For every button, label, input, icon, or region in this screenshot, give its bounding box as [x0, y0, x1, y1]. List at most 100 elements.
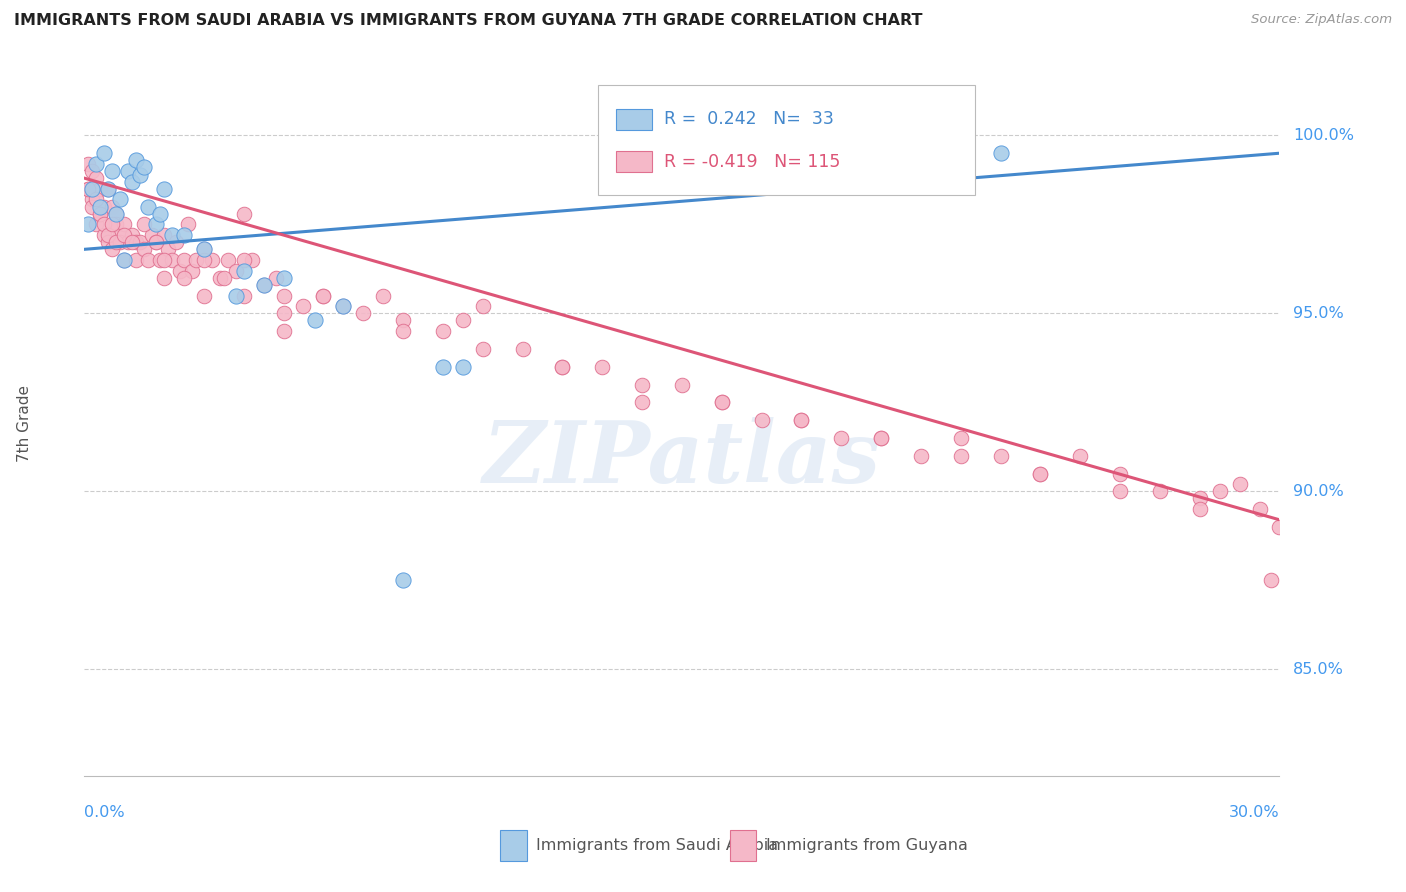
Point: [86, 171, 108, 186]
Point: [149, 252, 172, 267]
Text: Immigrants from Saudi Arabia: Immigrants from Saudi Arabia: [536, 838, 779, 853]
Point: [1109, 484, 1132, 499]
Text: Immigrants from Guyana: Immigrants from Guyana: [766, 838, 967, 853]
Point: [870, 431, 893, 445]
Point: [273, 270, 295, 285]
Point: [332, 299, 354, 313]
Point: [101, 200, 124, 214]
Text: ZIPatlas: ZIPatlas: [482, 417, 882, 500]
Point: [1069, 449, 1091, 463]
Point: [105, 235, 128, 250]
Bar: [730, 830, 756, 861]
Point: [1229, 477, 1251, 491]
Point: [157, 242, 180, 256]
Point: [232, 252, 254, 267]
Point: [710, 395, 733, 409]
Point: [97, 182, 120, 196]
Point: [352, 306, 374, 320]
Point: [551, 359, 574, 374]
Point: [129, 168, 152, 182]
Point: [93, 218, 115, 232]
Point: [121, 175, 143, 189]
Point: [145, 218, 167, 232]
Point: [193, 252, 215, 267]
Point: [273, 288, 295, 302]
Point: [125, 235, 148, 250]
Point: [117, 235, 139, 250]
Point: [136, 252, 159, 267]
Point: [149, 207, 172, 221]
Point: [82, 182, 104, 196]
Point: [93, 146, 115, 161]
Point: [451, 313, 474, 327]
Point: [790, 413, 813, 427]
Point: [392, 313, 415, 327]
Point: [232, 207, 254, 221]
Point: [292, 299, 315, 313]
Point: [312, 288, 335, 302]
Point: [169, 263, 191, 277]
Point: [82, 200, 104, 214]
Point: [910, 449, 932, 463]
Point: [253, 277, 276, 292]
Point: [1109, 467, 1132, 481]
Point: [110, 193, 132, 207]
Text: IMMIGRANTS FROM SAUDI ARABIA VS IMMIGRANTS FROM GUYANA 7TH GRADE CORRELATION CHA: IMMIGRANTS FROM SAUDI ARABIA VS IMMIGRAN…: [14, 13, 922, 29]
Point: [160, 228, 183, 243]
Point: [1260, 574, 1282, 588]
Point: [208, 270, 231, 285]
Point: [312, 288, 335, 302]
Text: 90.0%: 90.0%: [1294, 483, 1344, 499]
Point: [949, 449, 972, 463]
Point: [121, 228, 143, 243]
Point: [432, 324, 454, 338]
Bar: [616, 151, 652, 172]
Point: [89, 207, 111, 221]
Point: [373, 288, 395, 302]
Point: [870, 431, 893, 445]
Point: [165, 235, 187, 250]
Point: [112, 252, 135, 267]
Point: [181, 263, 204, 277]
Point: [110, 235, 132, 250]
Text: R = -0.419   N= 115: R = -0.419 N= 115: [664, 153, 841, 170]
Point: [105, 207, 128, 221]
Point: [451, 359, 474, 374]
Point: [193, 242, 215, 256]
Point: [1268, 520, 1291, 534]
Point: [136, 200, 159, 214]
Point: [101, 242, 124, 256]
Text: 95.0%: 95.0%: [1294, 306, 1344, 321]
Point: [751, 146, 773, 161]
Point: [1209, 484, 1232, 499]
Point: [471, 299, 494, 313]
Point: [1029, 467, 1052, 481]
Point: [86, 157, 108, 171]
Text: 85.0%: 85.0%: [1294, 662, 1344, 677]
Point: [471, 342, 494, 356]
Point: [97, 182, 120, 196]
Point: [990, 449, 1012, 463]
Point: [551, 359, 574, 374]
Text: 30.0%: 30.0%: [1229, 805, 1279, 820]
Point: [591, 359, 613, 374]
Point: [93, 200, 115, 214]
Point: [392, 574, 415, 588]
Point: [153, 270, 176, 285]
Point: [225, 263, 247, 277]
Point: [177, 218, 200, 232]
Point: [392, 324, 415, 338]
Point: [132, 218, 156, 232]
Point: [830, 431, 852, 445]
Point: [97, 228, 120, 243]
Point: [790, 413, 813, 427]
Point: [201, 252, 224, 267]
Point: [112, 218, 135, 232]
Point: [751, 413, 773, 427]
Point: [253, 277, 276, 292]
Point: [105, 207, 128, 221]
Point: [141, 228, 163, 243]
Text: 0.0%: 0.0%: [84, 805, 125, 820]
Point: [273, 306, 295, 320]
Point: [89, 207, 111, 221]
